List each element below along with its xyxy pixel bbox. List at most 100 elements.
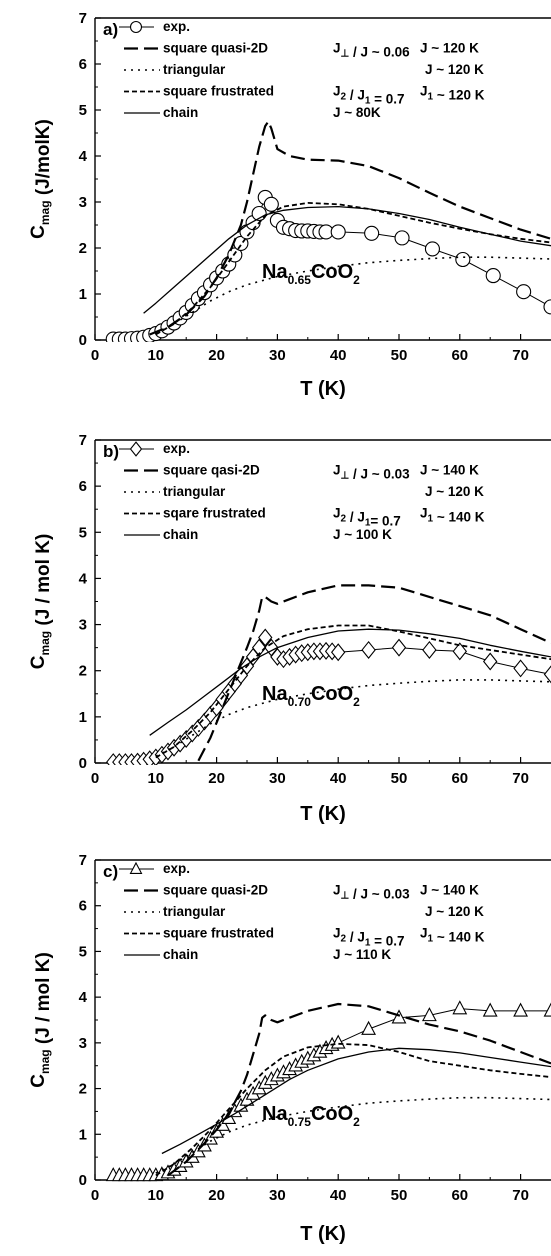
legend-label: square frustrated [163,926,274,941]
y-tick-label: 7 [79,432,87,449]
panel-label: c) [103,862,118,881]
x-tick-label: 60 [451,770,468,787]
legend-label: square quasi-2D [163,41,268,56]
y-axis-title: Cmag (J / mol K) [28,534,54,670]
x-tick-label: 50 [391,347,408,364]
legend-marker-diamond [129,441,143,457]
y-tick-label: 3 [79,194,87,211]
data-point-circle [485,268,501,284]
y-tick-label: 5 [79,524,87,541]
chart-panel: 0 10 20 30 40 50 60 70 0 1 2 3 4 5 6 7 T (K) Cmag (J / mo… [28,852,551,1245]
legend-param: J ~ 140 K [420,463,479,478]
data-point-circle [364,225,380,241]
x-tick-label: 40 [330,770,347,787]
series-exp-line [113,1008,551,1176]
plot-area [106,584,551,765]
series-shortdash-line [155,202,551,336]
series-shortdash-line [155,1042,551,1177]
legend-label: chain [163,947,198,962]
y-tick-label: 3 [79,1035,87,1052]
panel-label: a) [103,20,118,39]
legend-param: J2 / J1 = 0.7 [333,84,405,107]
x-tick-label: 70 [512,770,529,787]
y-tick-label: 5 [79,943,87,960]
legend-param: J ~ 120 K [425,904,484,919]
compound-label: Na0.75CoO2 [262,1103,360,1129]
data-point-triangle [543,1002,551,1017]
y-axis-title: Cmag (J / mol K) [28,952,54,1088]
plot-area [105,120,551,342]
legend-param: J ~ 120 K [425,62,484,77]
y-tick-label: 3 [79,617,87,634]
legend-label: square frustrated [163,84,274,99]
data-point-diamond [251,638,267,657]
x-tick-label: 40 [330,1187,347,1204]
y-tick-label: 5 [79,102,87,119]
legend-marker-triangle [129,861,143,874]
chart-panel: 0 10 20 30 40 50 60 70 0 1 2 3 4 5 6 7 T (K) Cmag (J / mo… [28,432,551,825]
series-solid-line [143,205,551,314]
y-tick-label: 4 [79,148,88,165]
data-point-triangle [421,1007,437,1022]
data-point-diamond [258,628,273,647]
legend-label: exp. [163,19,190,34]
x-tick-label: 20 [208,770,225,787]
data-point-circle [424,241,440,257]
legend-label: sqare frustrated [163,506,266,521]
x-tick-label: 50 [391,1187,408,1204]
data-point-diamond [422,640,437,659]
legend-param: J ~ 100 K [333,527,392,542]
legend-label: square qasi-2D [163,463,260,478]
chart-panel: 0 10 20 30 40 50 60 70 0 1 2 3 4 5 6 7 T (K) Cmag (J/molK… [28,10,551,400]
legend-label: triangular [163,62,226,77]
y-axis-title: Cmag (J/molK) [28,119,54,239]
legend-param: J2 / J1= 0.7 [333,506,401,529]
data-point-diamond [452,642,468,661]
data-point-circle [516,284,532,300]
y-tick-label: 6 [79,478,87,495]
x-tick-label: 50 [391,770,408,787]
x-tick-label: 20 [208,347,225,364]
y-tick-label: 1 [79,286,87,303]
data-point-circle [455,251,471,268]
series-dashed-line [197,584,551,762]
legend-label: square quasi-2D [163,883,268,898]
legend-param: J2 / J1 = 0.7 [333,926,405,949]
legend-label: triangular [163,484,226,499]
data-point-diamond [330,643,346,662]
x-tick-label: 20 [208,1187,225,1204]
y-tick-label: 4 [79,570,88,587]
data-point-triangle [452,1000,468,1015]
y-tick-label: 7 [79,852,87,869]
legend-param: J ~ 80K [333,105,381,120]
data-point-triangle [361,1020,377,1035]
y-tick-label: 1 [79,1126,87,1143]
data-point-diamond [391,638,407,657]
data-point-diamond [482,652,498,671]
data-point-circle [543,299,551,315]
x-tick-label: 70 [512,347,529,364]
y-tick-label: 4 [79,989,88,1006]
series-solid-line [149,628,551,736]
x-tick-label: 70 [512,1187,529,1204]
data-point-triangle [513,1002,529,1017]
compound-label: Na0.65CoO2 [262,261,360,287]
x-tick-label: 30 [269,770,286,787]
data-point-diamond [513,659,528,678]
data-point-diamond [361,640,376,659]
data-point-circle [263,196,279,212]
x-tick-label: 60 [451,347,468,364]
legend-label: triangular [163,904,226,919]
y-tick-label: 0 [79,332,87,349]
legend-label: chain [163,105,198,120]
legend-label: chain [163,527,198,542]
legend-param: J1 ~ 120 K [420,84,485,103]
data-point-triangle [482,1002,498,1017]
series-solid-line [161,1047,551,1155]
legend-param: J ~ 120 K [425,484,484,499]
x-tick-label: 30 [269,1187,286,1204]
legend-param: J ~ 140 K [420,883,479,898]
y-tick-label: 2 [79,1081,87,1098]
legend-param: J⊥ / J ~ 0.03 [333,463,410,482]
